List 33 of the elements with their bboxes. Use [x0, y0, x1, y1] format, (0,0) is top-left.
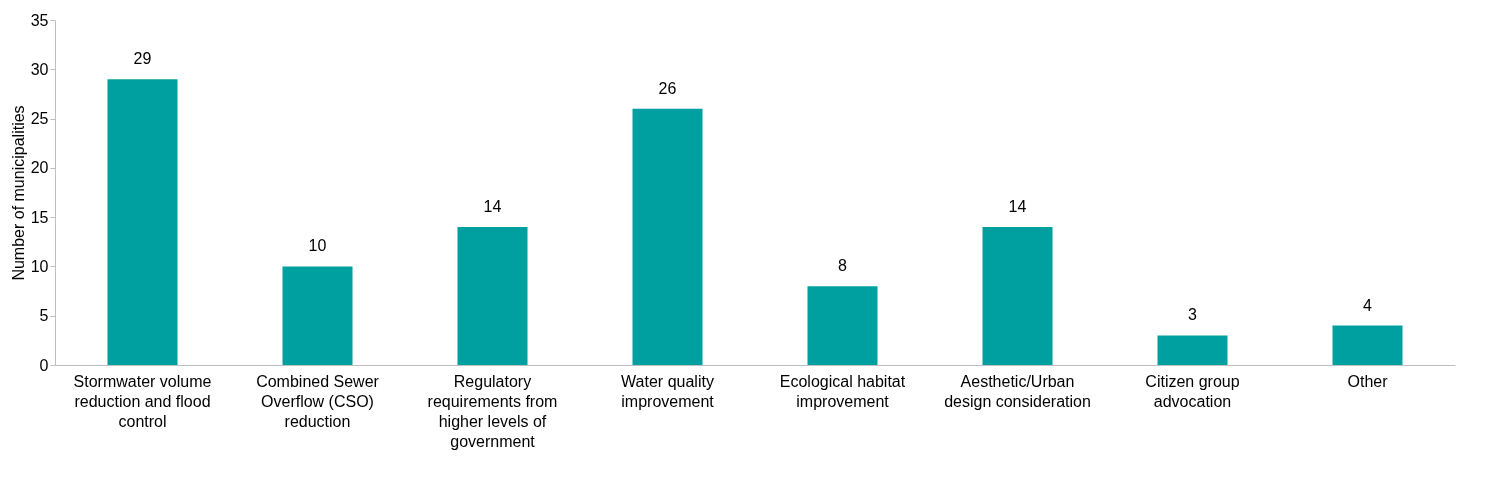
- y-tick-label: 20: [30, 159, 49, 177]
- x-tick-label: Aesthetic/Urban design consideration: [944, 372, 1091, 410]
- y-tick-label: 10: [30, 257, 49, 275]
- x-tick-label: Combined Sewer Overflow (CSO) reduction: [256, 372, 380, 430]
- data-label: 14: [483, 198, 502, 215]
- bar: [807, 286, 878, 365]
- x-tick-label: Regulatory requirements from higher levels of government: [427, 372, 558, 450]
- bar: [1332, 325, 1403, 365]
- bar: [982, 227, 1053, 365]
- bar: [282, 266, 353, 365]
- y-tick-label: 25: [30, 110, 49, 128]
- bar: [107, 79, 178, 365]
- x-tick-label: Ecological habitat improvement: [779, 372, 906, 410]
- data-label: 4: [1363, 296, 1373, 314]
- x-tick-label: Water quality improvement: [621, 372, 715, 410]
- data-label: 29: [133, 50, 152, 68]
- bar: [457, 227, 528, 365]
- bar: [632, 108, 703, 365]
- data-label: 3: [1188, 306, 1198, 324]
- y-tick-label: 0: [39, 356, 49, 374]
- bar: [1157, 335, 1228, 365]
- x-tick-label: Citizen group advocation: [1145, 372, 1240, 410]
- y-tick-label: 30: [30, 60, 49, 78]
- data-label: 14: [1008, 198, 1027, 215]
- y-tick-label: 15: [30, 208, 49, 226]
- data-label: 26: [658, 79, 677, 97]
- data-label: 10: [308, 237, 327, 255]
- y-tick-label: 5: [39, 307, 49, 325]
- data-label: 8: [838, 257, 848, 275]
- y-axis-title: Number of municipalities: [9, 105, 27, 281]
- x-tick-label: Stormwater volume reduction and flood control: [73, 372, 212, 430]
- x-tick-label: Other: [1347, 372, 1389, 390]
- y-tick-label: 35: [30, 11, 49, 29]
